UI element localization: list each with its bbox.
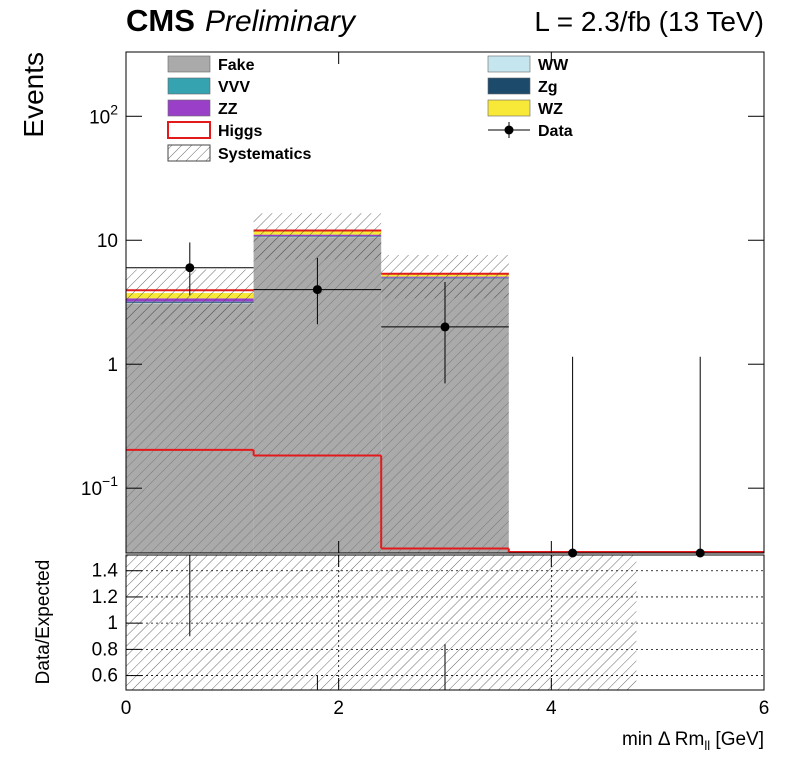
data-point (568, 549, 577, 558)
legend-label: Fake (218, 57, 255, 74)
data-point (313, 285, 322, 294)
data-point (185, 263, 194, 272)
x-tick-label: 6 (759, 698, 770, 719)
legend-label: VVV (218, 79, 250, 96)
data-point (696, 549, 705, 558)
legend-label: WW (538, 57, 569, 74)
x-tick-label: 4 (546, 698, 557, 719)
data-point (441, 322, 450, 331)
ratio-y-tick-label: 1 (107, 613, 118, 634)
ratio-y-tick-label: 0.8 (92, 639, 118, 660)
legend-swatch (168, 78, 210, 94)
y-tick-base: 10 (89, 107, 110, 128)
chart-title: CMS (126, 3, 195, 38)
systematics-band (254, 213, 382, 259)
x-tick-label: 0 (121, 698, 132, 719)
legend-label: Systematics (218, 146, 311, 163)
y-tick-exp: 2 (110, 101, 118, 117)
x-label-unit: [GeV] (710, 729, 764, 750)
y-tick-exp: −1 (102, 473, 118, 489)
ratio-y-tick-label: 1.2 (92, 587, 118, 608)
legend-swatch (505, 126, 514, 135)
legend-label: WZ (538, 101, 563, 118)
legend-label: Higgs (218, 123, 263, 140)
legend-label: Data (538, 123, 573, 140)
y-tick-label: 10 (97, 231, 118, 252)
ratio-y-axis-label: Data/Expected (33, 560, 54, 685)
luminosity: L = 2.3/fb (13 TeV) (534, 6, 764, 37)
legend-label: ZZ (218, 101, 238, 118)
legend-swatch (488, 78, 530, 94)
legend-swatch (488, 100, 530, 116)
x-label-main: min Δ Rm (622, 729, 704, 750)
legend-swatch (168, 100, 210, 116)
y-tick-label: 1 (107, 355, 118, 376)
legend-swatch (168, 145, 210, 161)
y-tick-base: 10 (81, 479, 102, 500)
chart-subtitle: Preliminary (205, 5, 357, 38)
legend-swatch (488, 56, 530, 72)
ratio-y-tick-label: 0.6 (92, 666, 118, 687)
ratio-y-tick-label: 1.4 (92, 561, 119, 582)
y-axis-label: Events (18, 52, 49, 138)
legend-label: Zg (538, 79, 558, 96)
legend-swatch (168, 56, 210, 72)
stack-bar-hatch (126, 303, 254, 553)
x-axis-label: min Δ Rmll [GeV] (622, 729, 764, 753)
x-tick-label: 2 (333, 698, 344, 719)
